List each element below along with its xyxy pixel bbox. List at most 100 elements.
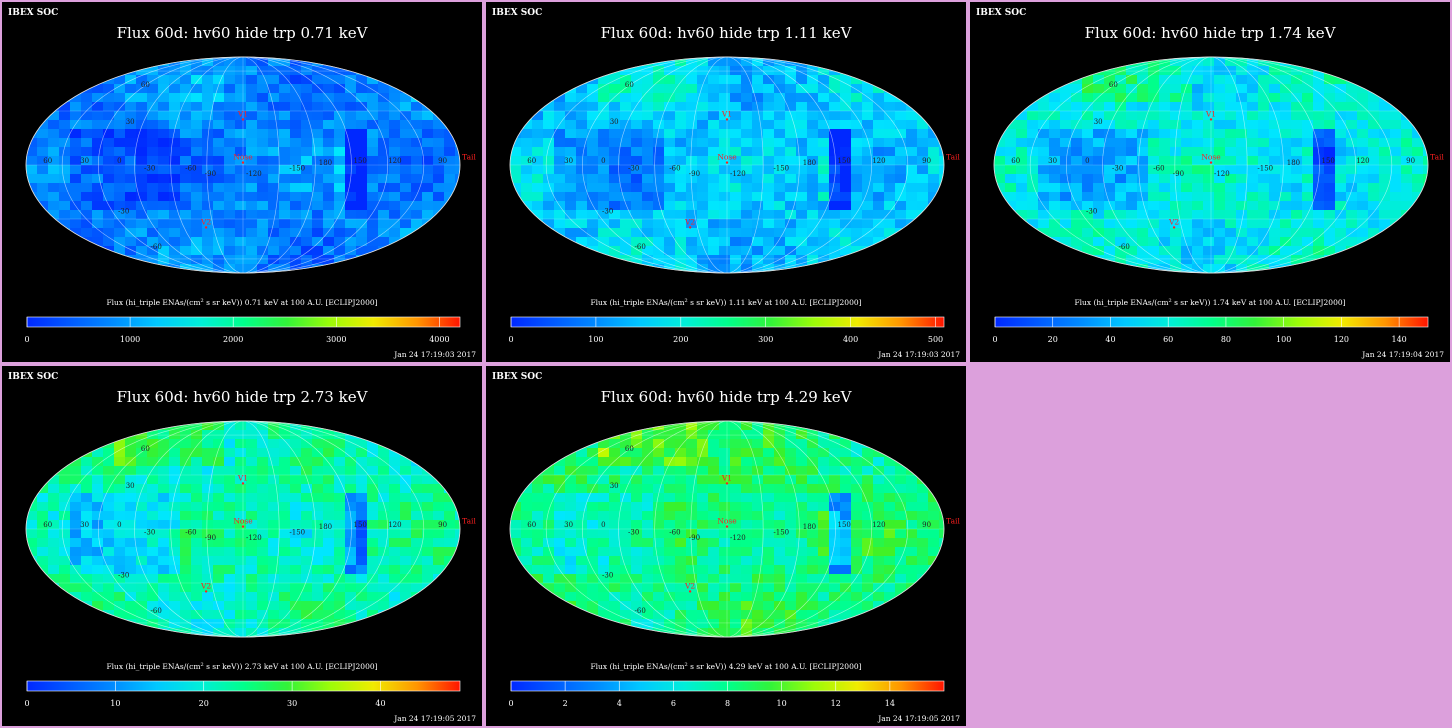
heatmap-cell xyxy=(543,583,555,593)
heatmap-cell xyxy=(719,57,731,67)
sky-map-panel: IBEX SOC Flux 60d: hv60 hide trp 1.74 keV… xyxy=(970,2,1450,362)
heatmap-cell xyxy=(455,628,460,637)
heatmap-cell xyxy=(103,93,115,103)
heatmap-cell xyxy=(730,102,742,112)
heatmap-cell xyxy=(818,147,830,157)
heatmap-cell xyxy=(1005,120,1017,130)
heatmap-cell xyxy=(1324,264,1336,273)
heatmap-cell xyxy=(653,547,665,557)
heatmap-cell xyxy=(1335,228,1347,238)
heatmap-cell xyxy=(103,520,115,530)
heatmap-cell xyxy=(565,246,577,256)
graticule-label: 0 xyxy=(117,157,121,165)
heatmap-cell xyxy=(81,75,93,85)
heatmap-cell xyxy=(290,75,302,85)
heatmap-cell xyxy=(653,246,665,256)
heatmap-cell xyxy=(829,565,841,575)
heatmap-cell xyxy=(1049,93,1061,103)
heatmap-cell xyxy=(334,57,346,67)
heatmap-cell xyxy=(521,174,533,184)
heatmap-cell xyxy=(169,201,181,211)
heatmap-cell xyxy=(829,457,841,467)
heatmap-cell xyxy=(653,430,665,440)
heatmap-cell xyxy=(796,421,808,431)
heatmap-cell xyxy=(48,547,60,557)
heatmap-cell xyxy=(719,583,731,593)
heatmap-cell xyxy=(730,111,742,121)
heatmap-cell xyxy=(389,93,401,103)
heatmap-cell xyxy=(543,264,555,273)
heatmap-cell xyxy=(1291,219,1303,229)
heatmap-cell xyxy=(664,264,676,273)
heatmap-cell xyxy=(763,430,775,440)
heatmap-cell xyxy=(631,529,643,539)
heatmap-cell xyxy=(125,475,137,485)
heatmap-cell xyxy=(334,421,346,431)
colorbar-tick-label: 1000 xyxy=(120,335,140,344)
heatmap-cell xyxy=(521,421,533,431)
heatmap-cell xyxy=(862,129,874,139)
heatmap-cell xyxy=(664,156,676,166)
heatmap-cell xyxy=(279,246,291,256)
heatmap-cell xyxy=(818,57,830,67)
heatmap-cell xyxy=(686,57,698,67)
heatmap-cell xyxy=(1137,66,1149,76)
heatmap-cell xyxy=(697,165,709,175)
heatmap-cell xyxy=(1214,129,1226,139)
heatmap-cell xyxy=(752,484,764,494)
heatmap-cell xyxy=(1137,246,1149,256)
heatmap-cell xyxy=(1302,147,1314,157)
heatmap-cell xyxy=(1005,66,1017,76)
heatmap-cell xyxy=(807,84,819,94)
heatmap-cell xyxy=(411,430,423,440)
heatmap-cell xyxy=(587,210,599,220)
panel-title: Flux 60d: hv60 hide trp 0.71 keV xyxy=(117,24,369,42)
heatmap-cell xyxy=(114,619,126,629)
heatmap-cell xyxy=(400,439,412,449)
heatmap-cell xyxy=(400,228,412,238)
heatmap-cell xyxy=(158,219,170,229)
heatmap-cell xyxy=(675,111,687,121)
heatmap-cell xyxy=(378,84,390,94)
heatmap-cell xyxy=(246,619,258,629)
heatmap-cell xyxy=(1291,174,1303,184)
heatmap-cell xyxy=(576,66,588,76)
heatmap-cell xyxy=(378,201,390,211)
heatmap-cell xyxy=(103,219,115,229)
heatmap-cell xyxy=(48,75,60,85)
heatmap-cell xyxy=(1313,219,1325,229)
heatmap-cell xyxy=(70,57,82,67)
heatmap-cell xyxy=(246,183,258,193)
heatmap-cell xyxy=(576,111,588,121)
heatmap-cell xyxy=(708,147,720,157)
heatmap-cell xyxy=(1291,129,1303,139)
heatmap-cell xyxy=(81,264,93,273)
heatmap-cell xyxy=(1159,129,1171,139)
heatmap-cell xyxy=(48,565,60,575)
heatmap-cell xyxy=(851,466,863,476)
heatmap-cell xyxy=(378,120,390,130)
heatmap-cell xyxy=(664,219,676,229)
heatmap-cell xyxy=(323,84,335,94)
heatmap-cell xyxy=(422,493,434,503)
heatmap-cell xyxy=(1049,174,1061,184)
heatmap-cell xyxy=(752,511,764,521)
heatmap-cell xyxy=(1258,102,1270,112)
heatmap-cell xyxy=(444,84,456,94)
heatmap-cell xyxy=(653,619,665,629)
heatmap-cell xyxy=(378,192,390,202)
heatmap-cell xyxy=(1236,93,1248,103)
heatmap-cell xyxy=(1225,147,1237,157)
graticule-label: -90 xyxy=(1173,170,1184,178)
heatmap-cell xyxy=(653,529,665,539)
heatmap-cell xyxy=(1060,57,1072,67)
heatmap-cell xyxy=(48,147,60,157)
heatmap-cell xyxy=(1203,255,1215,265)
heatmap-cell xyxy=(378,147,390,157)
heatmap-cell xyxy=(224,448,236,458)
heatmap-cell xyxy=(664,111,676,121)
heatmap-cell xyxy=(444,66,456,76)
heatmap-cell xyxy=(642,520,654,530)
heatmap-cell xyxy=(917,183,929,193)
heatmap-cell xyxy=(1192,174,1204,184)
